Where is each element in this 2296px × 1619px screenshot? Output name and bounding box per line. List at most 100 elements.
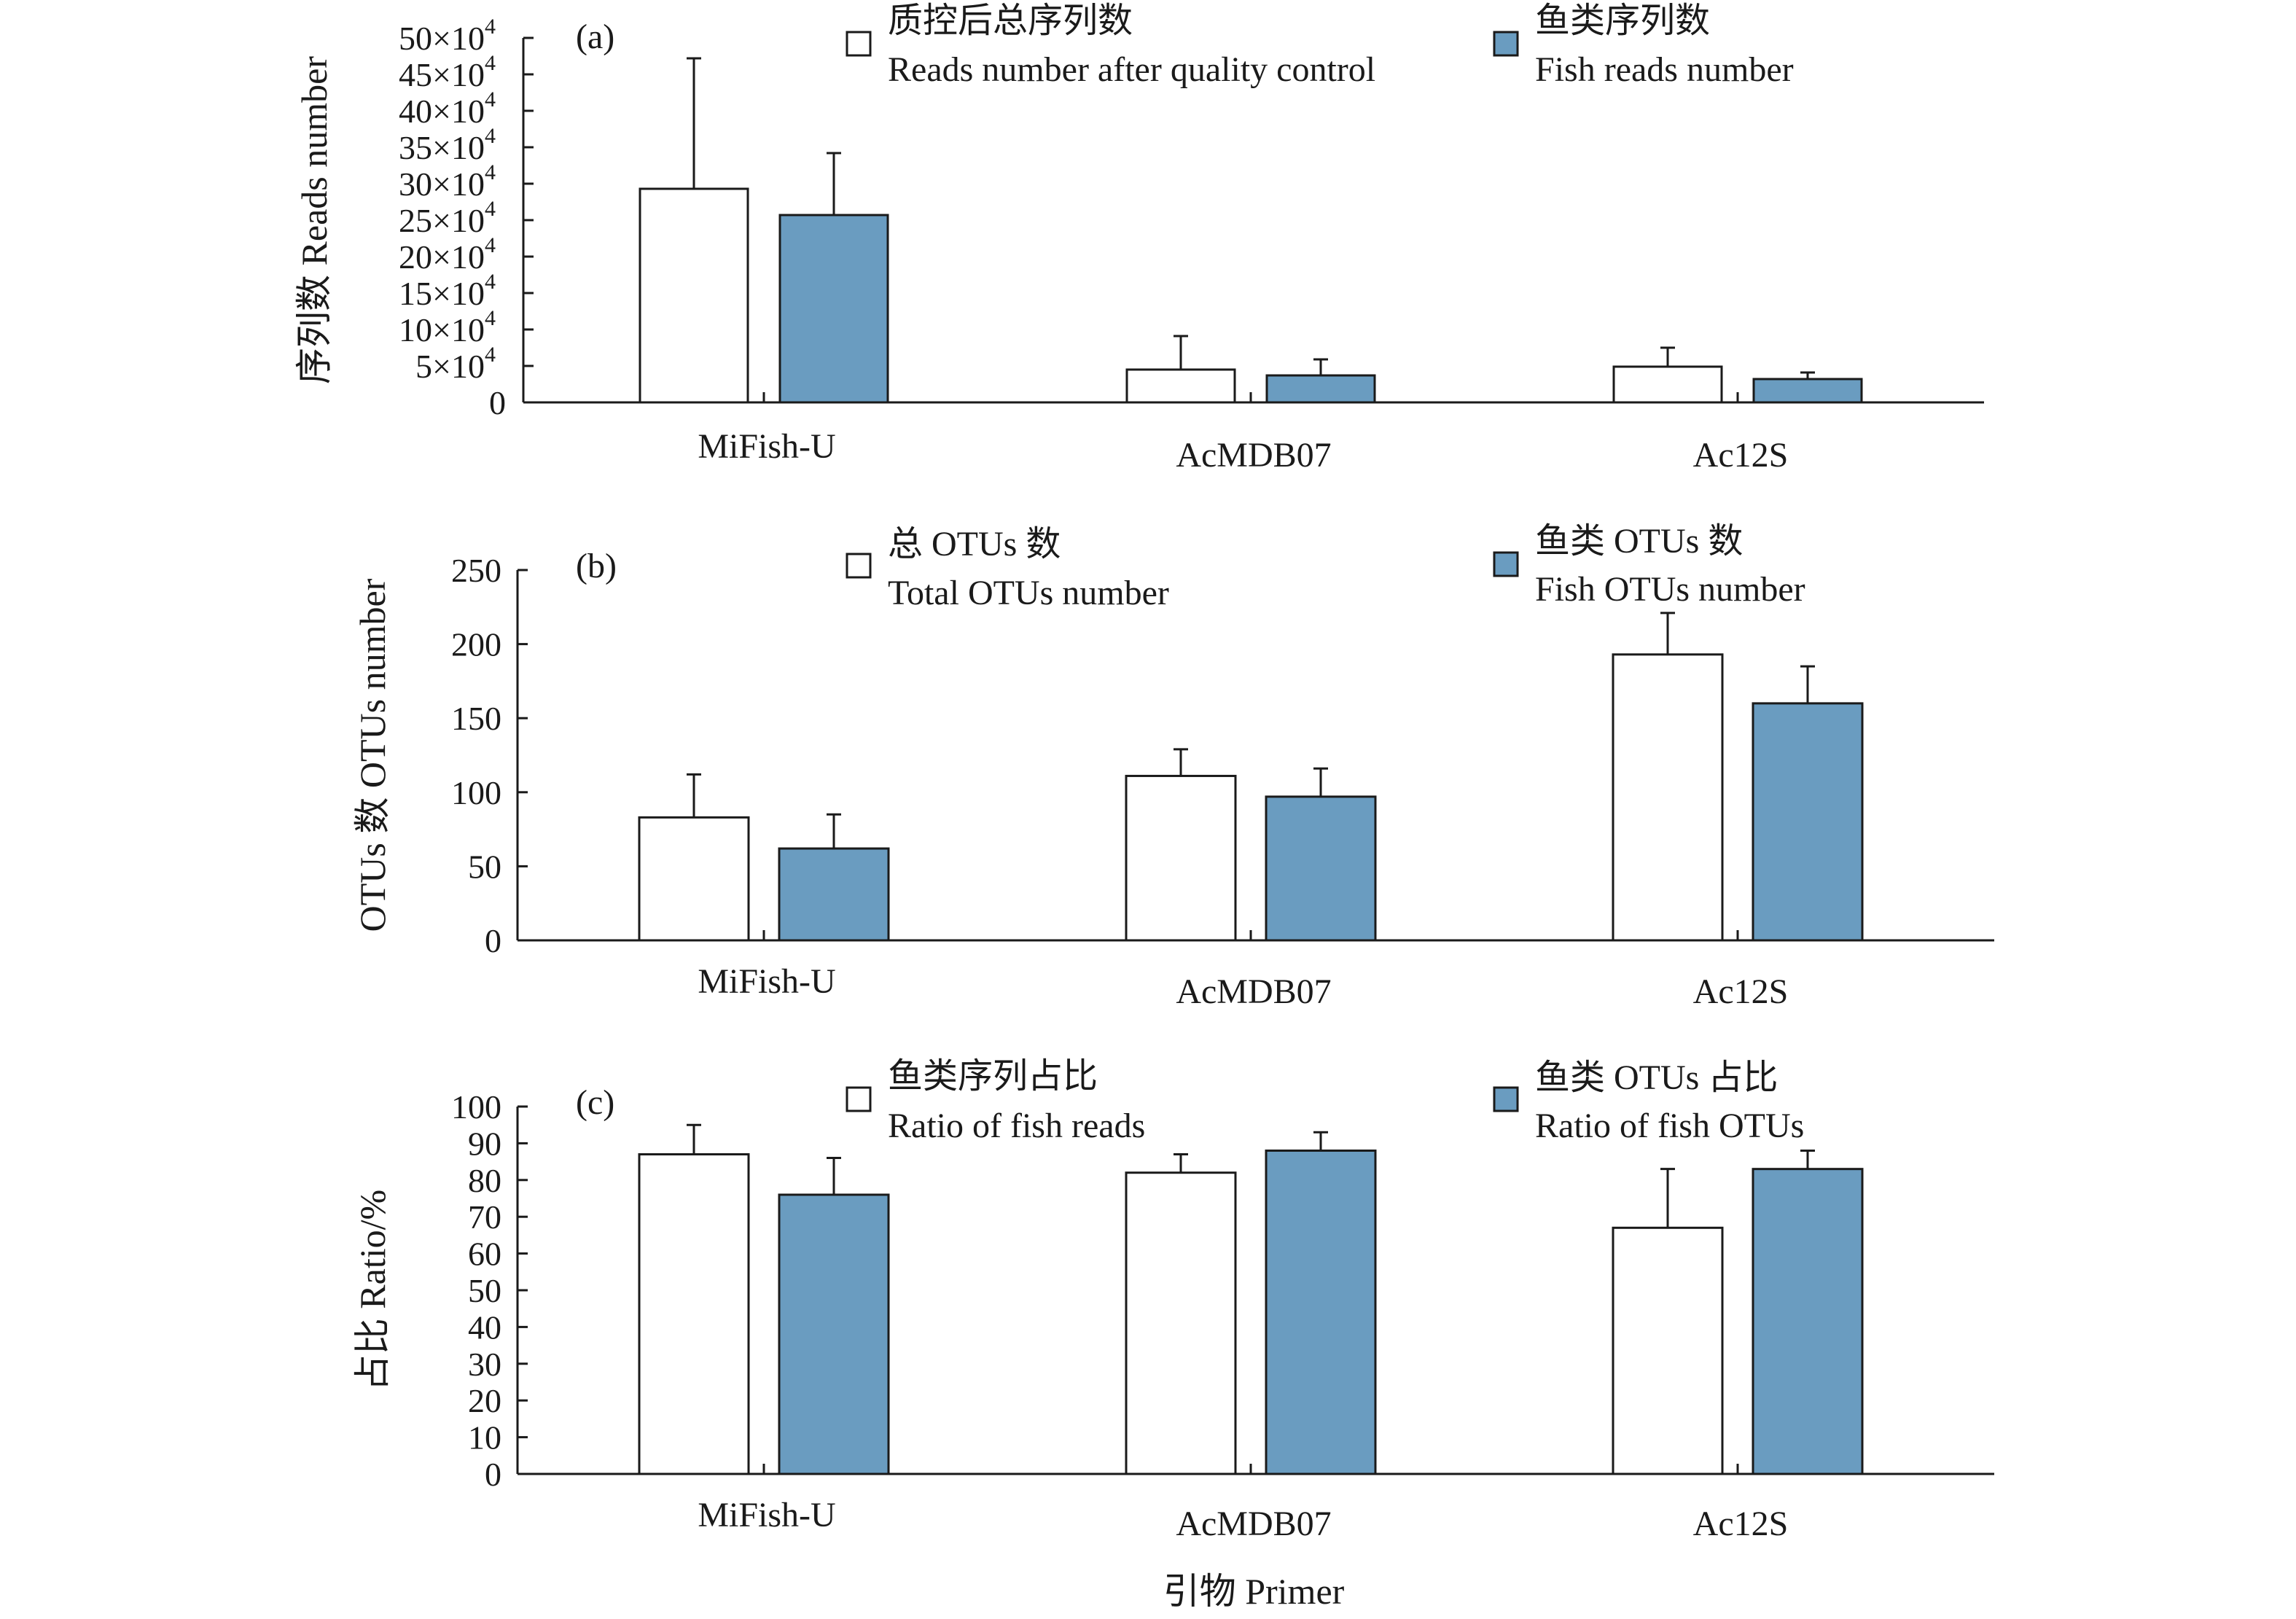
y-tick-label: 45×104 [399,51,496,93]
category-label: AcMDB07 [1176,1505,1331,1543]
y-tick-mantissa: 40×10 [399,93,485,130]
bar-total-acmdb07 [1125,1171,1237,1475]
panel-label: (b) [576,547,617,585]
bar-total-acmdb07 [1125,368,1236,404]
category-label: Ac12S [1693,972,1789,1011]
bar-total-ac12s [1612,1226,1724,1475]
legend-label-en: Ratio of fish OTUs [1535,1107,1804,1145]
y-tick-label: 250 [451,552,501,589]
y-tick-label: 70 [468,1198,501,1236]
y-tick-mantissa: 45×10 [399,56,485,93]
y-tick-label: 20×104 [399,233,496,276]
y-tick-mantissa: 5×10 [415,348,485,385]
bar-total-ac12s [1612,365,1723,404]
y-tick-label: 15×104 [399,270,496,312]
y-tick-exponent: 4 [485,160,496,184]
y-tick-label: 10×104 [399,306,496,348]
bar-fish-ac12s [1752,378,1863,404]
y-tick-mantissa: 50×10 [399,20,485,57]
y-tick-exponent: 4 [485,87,496,112]
legend-label-cn: 鱼类 OTUs 数 [1535,522,1743,561]
legend-label-cn: 鱼类 OTUs 占比 [1535,1058,1778,1097]
bar-fish-acmdb07 [1265,374,1376,404]
y-tick-label: 25×104 [399,197,496,239]
y-tick-exponent: 4 [485,233,496,257]
category-label: AcMDB07 [1176,972,1331,1011]
y-tick-label: 200 [451,626,501,663]
panel-label: (a) [576,17,614,56]
chart-panel-b: 0 50 100 150 200 250 MiFish-U AcMDB07 Ac12S (b) OT… [352,522,1994,1011]
bar-fish-mifish-u [778,214,889,404]
legend-swatch-total [846,31,872,57]
legend-swatch-fish [1493,551,1519,577]
y-tick-exponent: 4 [485,343,496,367]
y-axis-label: 序列数 Reads number [294,56,335,384]
category-label: MiFish-U [698,427,835,466]
legend-swatch-fish [1493,31,1519,57]
y-tick-mantissa: 15×10 [399,275,485,312]
chart-panel-a: 05×10410×10415×10420×10425×10430×10435×1… [294,1,1984,475]
y-tick-exponent: 4 [485,197,496,221]
bar-total-mifish-u [638,816,750,942]
legend-label-cn: 总 OTUs 数 [888,525,1061,563]
y-tick-label: 30 [468,1346,501,1383]
y-tick-label: 100 [451,1088,501,1126]
y-tick-label: 80 [468,1162,501,1199]
y-axis-label: OTUs 数 OTUs number [352,578,393,932]
y-tick-exponent: 4 [485,15,496,39]
y-tick-exponent: 4 [485,270,496,294]
bar-total-acmdb07 [1125,774,1237,942]
y-tick-label: 40×104 [399,87,496,130]
legend-swatch-total [846,1086,872,1112]
y-tick-label: 10 [468,1419,501,1456]
y-tick-exponent: 4 [485,51,496,75]
y-tick-mantissa: 25×10 [399,202,485,239]
bar-total-mifish-u [638,1153,750,1475]
legend-swatch-total [846,553,872,579]
category-label: MiFish-U [698,1496,835,1534]
y-tick-exponent: 4 [485,124,496,148]
y-tick-label: 100 [451,774,501,811]
bar-fish-ac12s [1752,702,1864,942]
y-tick-label: 0 [485,1456,501,1493]
y-tick-mantissa: 10×10 [399,311,485,348]
y-tick-label: 90 [468,1125,501,1162]
category-label: AcMDB07 [1176,436,1331,475]
legend-label-cn: 鱼类序列占比 [888,1057,1098,1096]
category-label: Ac12S [1693,436,1789,475]
y-tick-label: 5×104 [415,343,496,385]
legend-label-en: Fish reads number [1535,50,1794,89]
y-tick-mantissa: 30×10 [399,165,485,203]
bar-fish-acmdb07 [1265,1149,1377,1475]
bar-fish-acmdb07 [1265,795,1377,942]
legend-label-en: Reads number after quality control [888,50,1375,89]
bar-fish-ac12s [1752,1168,1864,1475]
x-axis-label: 引物 Primer [1163,1571,1345,1612]
y-tick-label: 50 [468,1272,501,1309]
legend-label-en: Ratio of fish reads [888,1107,1145,1145]
y-tick-label: 30×104 [399,160,496,203]
category-label: Ac12S [1693,1505,1789,1543]
bar-fish-mifish-u [778,847,890,942]
y-axis-label: 占比 Ratio/% [352,1190,393,1391]
y-tick-mantissa: 35×10 [399,129,485,166]
bar-fish-mifish-u [778,1193,890,1475]
y-tick-label: 35×104 [399,124,496,166]
panel-label: (c) [576,1083,614,1122]
y-tick-label: 20 [468,1382,501,1419]
panels-layer: 05×10410×10415×10420×10425×10430×10435×1… [294,1,1994,1543]
y-tick-label: 50×104 [399,15,496,57]
legend-label-cn: 质控后总序列数 [888,1,1133,40]
y-tick-label: 0 [485,922,501,959]
y-tick-mantissa: 20×10 [399,238,485,276]
y-tick-label: 0 [489,384,506,421]
bar-total-ac12s [1612,653,1724,942]
legend-swatch-fish [1493,1086,1519,1112]
legend-label-en: Fish OTUs number [1535,570,1805,609]
y-tick-exponent: 4 [485,306,496,330]
legend-label-cn: 鱼类序列数 [1535,1,1710,40]
y-tick-label: 50 [468,848,501,885]
y-tick-label: 150 [451,700,501,737]
